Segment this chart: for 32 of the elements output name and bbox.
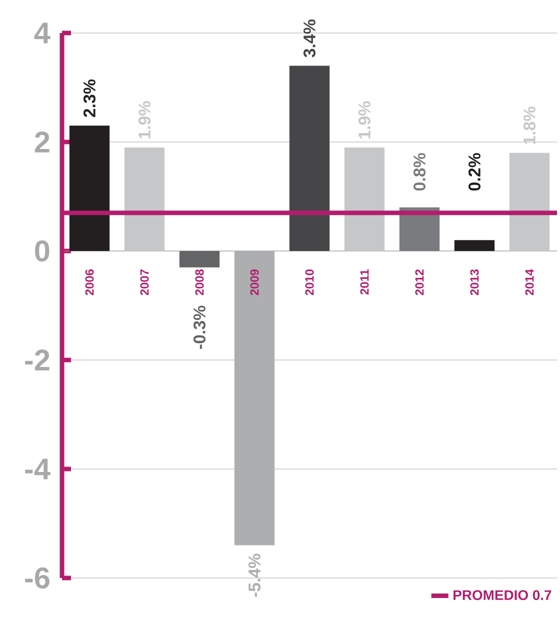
data-label: 1.9% xyxy=(358,101,370,138)
data-label: 1.8% xyxy=(523,106,536,144)
x-tick-label: 2011 xyxy=(360,269,369,295)
y-tick-label: 2 xyxy=(34,132,50,152)
bar xyxy=(124,147,165,251)
x-tick-label: 2014 xyxy=(525,269,534,296)
bar xyxy=(69,126,110,251)
y-tick-label: -2 xyxy=(25,350,50,370)
y-tick-label: -4 xyxy=(25,458,50,480)
data-label: 1.9% xyxy=(138,101,150,138)
legend-label: PROMEDIO 0.7 xyxy=(454,590,552,600)
data-label: 0.2% xyxy=(468,153,480,191)
data-label: 3.4% xyxy=(303,20,316,58)
x-tick-label: 2012 xyxy=(415,269,424,296)
bar xyxy=(179,250,220,268)
y-tick-label: -6 xyxy=(25,567,50,589)
x-tick-label: 2006 xyxy=(85,269,94,296)
bar xyxy=(344,147,385,251)
y-tick-label: 0 xyxy=(35,240,50,262)
data-label: -5.4% xyxy=(248,554,260,597)
x-tick-label: 2009 xyxy=(250,269,259,296)
x-tick-label: 2007 xyxy=(140,270,149,296)
x-tick-label: 2008 xyxy=(195,269,204,296)
data-label: 0.8% xyxy=(413,153,426,191)
data-label: 2.3% xyxy=(83,79,96,118)
x-tick-label: 2010 xyxy=(305,269,314,296)
x-tick-label: 2013 xyxy=(470,269,479,296)
data-label: -0.3% xyxy=(193,306,206,349)
bar xyxy=(509,152,550,251)
y-tick-label: 4 xyxy=(34,22,50,44)
bar xyxy=(289,66,330,251)
bar xyxy=(454,240,495,251)
